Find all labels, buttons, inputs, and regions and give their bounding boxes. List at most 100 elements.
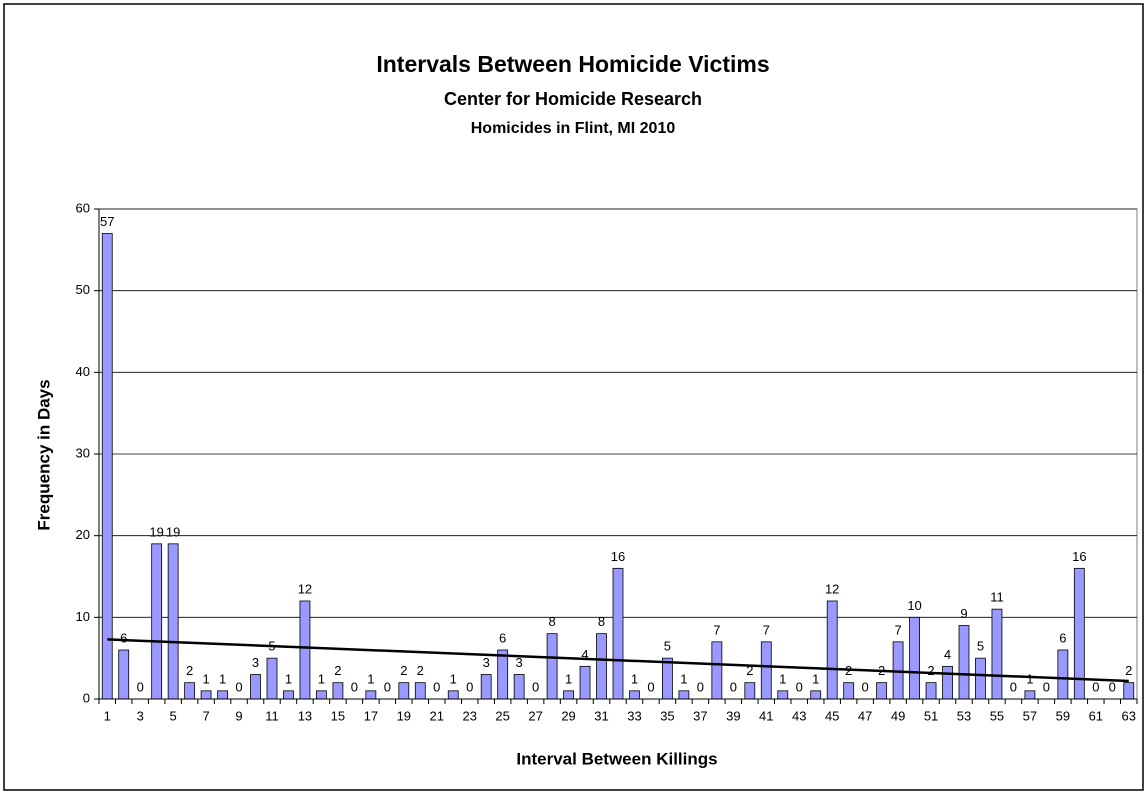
bar	[200, 690, 212, 700]
x-tick-label: 19	[397, 708, 411, 723]
x-tick-label: 1	[104, 708, 111, 723]
x-tick-label: 9	[235, 708, 242, 723]
y-tick-label: 20	[76, 527, 90, 542]
data-label: 0	[1010, 679, 1017, 694]
data-label: 0	[433, 679, 440, 694]
data-label: 8	[598, 614, 605, 629]
bar	[480, 674, 492, 700]
bar	[217, 690, 228, 700]
data-label: 12	[298, 581, 312, 596]
data-label: 0	[1109, 679, 1116, 694]
bar	[365, 690, 377, 700]
x-tick-label: 7	[202, 708, 209, 723]
bar	[184, 682, 196, 700]
bar	[316, 690, 327, 700]
data-label: 5	[664, 639, 671, 654]
bar	[760, 641, 772, 700]
data-label: 0	[647, 679, 654, 694]
data-label: 0	[384, 679, 391, 694]
x-tick-label: 23	[462, 708, 476, 723]
bar	[563, 690, 574, 700]
data-label: 0	[1092, 679, 1099, 694]
bar	[266, 657, 278, 700]
bar	[283, 690, 294, 700]
data-label: 2	[417, 663, 424, 678]
x-tick-label: 41	[759, 708, 773, 723]
bar	[151, 543, 163, 700]
x-tick-label: 33	[627, 708, 641, 723]
chart-title: Intervals Between Homicide Victims	[376, 51, 769, 77]
x-tick-label: 39	[726, 708, 740, 723]
bar	[876, 682, 888, 700]
x-tick-label: 57	[1023, 708, 1037, 723]
data-label: 1	[318, 671, 325, 686]
bar	[810, 690, 822, 700]
data-label: 8	[548, 614, 555, 629]
data-label: 0	[730, 679, 737, 694]
data-label: 0	[697, 679, 704, 694]
data-label: 1	[450, 671, 457, 686]
bar	[942, 665, 953, 700]
x-tick-label: 13	[298, 708, 312, 723]
y-tick-label: 30	[76, 445, 90, 460]
bar	[1024, 690, 1036, 700]
bar	[629, 690, 640, 700]
data-label: 0	[862, 679, 869, 694]
data-label: 7	[713, 622, 720, 637]
data-label: 7	[763, 622, 770, 637]
data-label: 0	[235, 679, 242, 694]
data-label: 4	[944, 647, 951, 662]
x-tick-label: 59	[1056, 708, 1070, 723]
bar	[332, 682, 344, 700]
y-tick-label: 60	[76, 200, 90, 215]
data-label: 1	[680, 671, 687, 686]
bar	[662, 657, 673, 700]
data-label: 1	[779, 671, 786, 686]
bar	[777, 690, 789, 700]
data-label: 12	[825, 581, 839, 596]
bar	[991, 608, 1003, 700]
data-label: 0	[351, 679, 358, 694]
data-label: 1	[202, 671, 209, 686]
bar	[925, 682, 937, 700]
bar	[497, 649, 509, 700]
data-label: 10	[907, 598, 921, 613]
data-label: 19	[166, 524, 180, 539]
x-tick-label: 29	[561, 708, 575, 723]
data-label: 3	[516, 655, 523, 670]
data-label: 6	[120, 630, 127, 645]
data-label: 2	[334, 663, 341, 678]
bar	[826, 600, 838, 700]
data-label: 4	[581, 647, 588, 662]
x-axis-title: Interval Between Killings	[516, 749, 717, 768]
trendline	[107, 638, 1129, 683]
bar	[596, 633, 607, 700]
data-label: 1	[631, 671, 638, 686]
data-label: 0	[1043, 679, 1050, 694]
bar	[546, 633, 558, 700]
data-label: 0	[137, 679, 144, 694]
data-label: 19	[149, 524, 163, 539]
x-tick-label: 27	[528, 708, 542, 723]
x-tick-label: 5	[170, 708, 177, 723]
x-tick-label: 51	[924, 708, 938, 723]
bar	[118, 649, 130, 700]
y-tick-label: 40	[76, 364, 90, 379]
data-label: 0	[796, 679, 803, 694]
x-tick-label: 45	[825, 708, 839, 723]
bar	[250, 674, 261, 700]
data-label: 2	[1125, 663, 1132, 678]
bar	[447, 690, 459, 700]
data-label: 0	[466, 679, 473, 694]
bar	[678, 690, 690, 700]
data-label: 11	[990, 590, 1004, 605]
bar	[909, 616, 920, 700]
bar	[579, 665, 591, 700]
x-tick-label: 3	[137, 708, 144, 723]
bar	[612, 567, 624, 700]
bar	[958, 625, 970, 700]
data-label: 1	[1026, 671, 1033, 686]
data-label: 2	[746, 663, 753, 678]
bar	[167, 543, 179, 700]
bar	[711, 641, 723, 700]
